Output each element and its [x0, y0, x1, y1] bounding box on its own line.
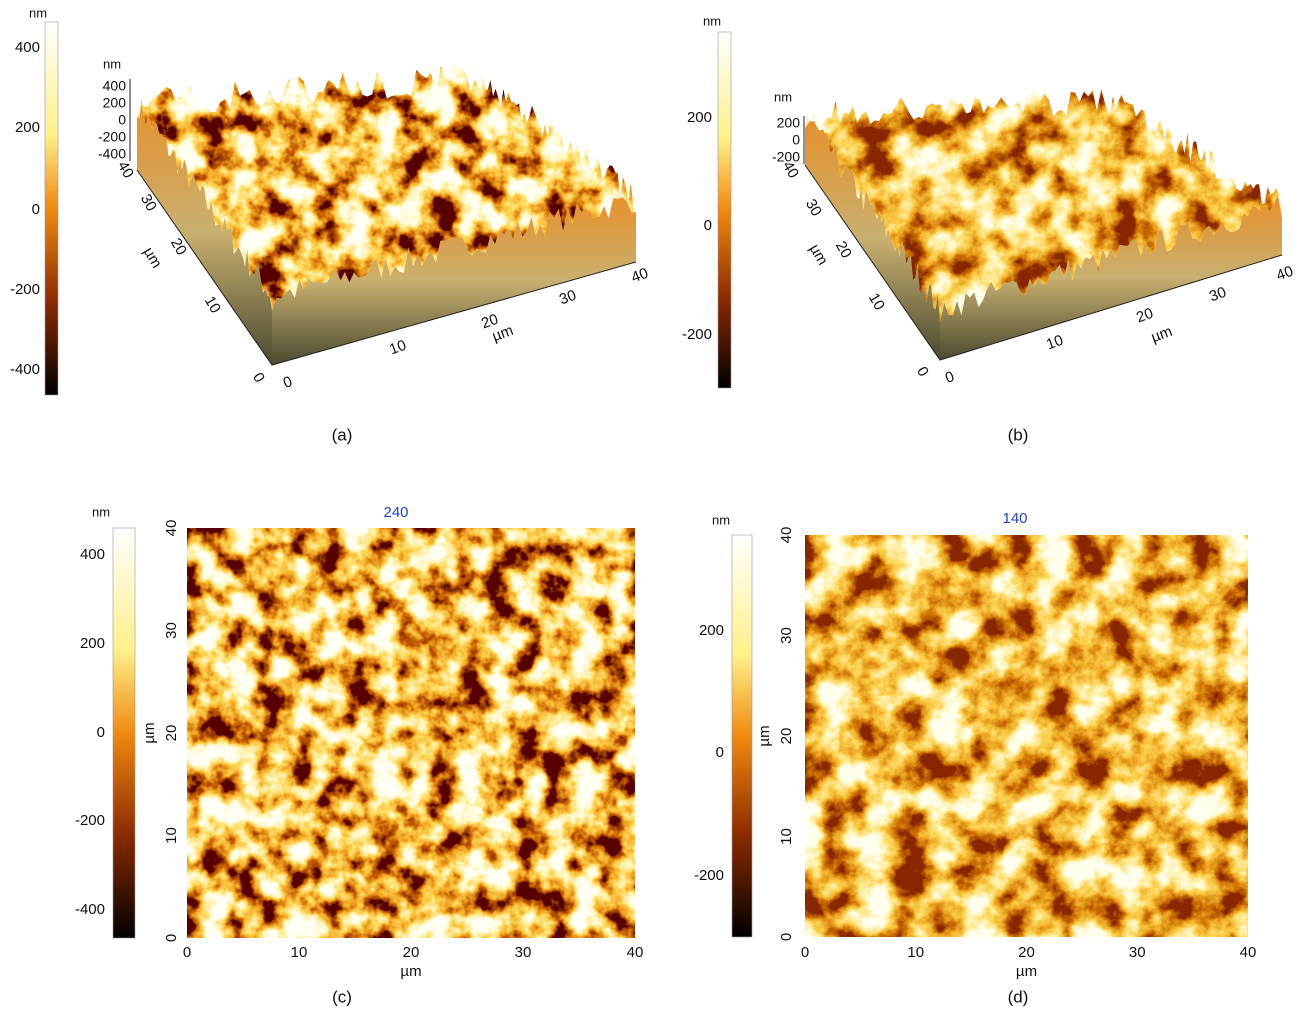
left-tick-label: 20	[832, 238, 855, 261]
y-tick-label: 40	[163, 520, 180, 537]
left-axis-unit: µm	[140, 244, 165, 271]
colorbar-tick-label: -400	[75, 901, 105, 918]
y-axis-unit: µm	[141, 722, 158, 743]
z-tick-label: 200	[777, 115, 801, 131]
colorbar-unit: nm	[29, 5, 47, 20]
colorbar-tick-label: -200	[10, 281, 40, 298]
x-tick-label: 40	[1240, 944, 1257, 961]
colorbar-unit: nm	[92, 504, 110, 519]
y-tick-label: 30	[778, 627, 795, 644]
panel-label: (c)	[332, 987, 352, 1006]
bottom-tick-label: 0	[281, 373, 295, 392]
x-axis-unit: µm	[400, 963, 421, 980]
colorbar-tick-label: 400	[15, 39, 40, 56]
colorbar-tick-label: -200	[75, 812, 105, 829]
y-tick-label: 40	[778, 527, 795, 544]
z-tick-label: 0	[118, 112, 126, 128]
z-tick-label: 0	[792, 132, 800, 148]
y-tick-label: 0	[778, 933, 795, 941]
x-tick-label: 10	[907, 944, 924, 961]
bottom-tick-label: 10	[387, 337, 408, 359]
map-title: 240	[383, 504, 408, 521]
colorbar-unit: nm	[703, 13, 721, 28]
x-tick-label: 0	[801, 944, 809, 961]
figure: nm4002000-200-400nm2000-200nm4002000-200…	[0, 0, 1306, 1014]
colorbar	[45, 22, 58, 395]
height-map	[187, 528, 635, 938]
y-tick-label: 0	[163, 934, 180, 942]
left-tick-label: 10	[201, 293, 224, 316]
x-tick-label: 30	[1129, 944, 1146, 961]
z-tick-label: 200	[103, 95, 127, 111]
x-axis-unit: µm	[1016, 963, 1037, 980]
bottom-tick-label: 0	[943, 368, 957, 387]
z-tick-label: -400	[98, 146, 126, 162]
colorbar-tick-label: 0	[32, 201, 40, 218]
colorbar-tick-label: -200	[694, 867, 724, 884]
x-tick-label: 40	[627, 944, 644, 961]
colorbar-unit: nm	[712, 512, 730, 527]
colorbar	[732, 535, 752, 937]
bottom-tick-label: 20	[1134, 305, 1155, 327]
z-tick-label: -200	[98, 129, 126, 145]
height-map	[805, 535, 1248, 937]
colorbar	[113, 528, 135, 938]
bottom-axis-unit: µm	[1149, 323, 1175, 346]
y-tick-label: 10	[778, 828, 795, 845]
y-axis-unit: µm	[756, 725, 773, 746]
z-tick-label: 400	[103, 78, 127, 94]
left-tick-label: 0	[249, 370, 268, 386]
colorbar-tick-label: 0	[716, 744, 724, 761]
x-tick-label: 30	[515, 944, 532, 961]
y-tick-label: 20	[163, 725, 180, 742]
colorbar-tick-label: 200	[699, 622, 724, 639]
left-tick-label: 30	[802, 196, 825, 219]
panel-label: (a)	[332, 425, 353, 444]
colorbar	[718, 32, 731, 388]
y-tick-label: 10	[163, 827, 180, 844]
x-tick-label: 20	[1018, 944, 1035, 961]
y-tick-label: 20	[778, 728, 795, 745]
x-tick-label: 0	[183, 944, 191, 961]
x-tick-label: 20	[403, 944, 420, 961]
map-title: 140	[1002, 510, 1027, 527]
y-tick-label: 30	[163, 622, 180, 639]
z-unit: nm	[103, 56, 121, 71]
colorbar-tick-label: 200	[15, 119, 40, 136]
colorbar-tick-label: 200	[80, 635, 105, 652]
left-tick-label: 10	[865, 290, 888, 313]
bottom-tick-label: 30	[1207, 284, 1228, 306]
colorbar-tick-label: 0	[97, 724, 105, 741]
x-tick-label: 10	[291, 944, 308, 961]
left-tick-label: 0	[913, 364, 932, 380]
left-axis-unit: µm	[806, 241, 831, 268]
panel-label: (b)	[1008, 425, 1029, 444]
colorbar-tick-label: -400	[10, 361, 40, 378]
z-unit: nm	[774, 89, 792, 104]
colorbar-tick-label: 0	[704, 217, 712, 234]
colorbar-tick-label: -200	[682, 326, 712, 343]
colorbar-tick-label: 400	[80, 546, 105, 563]
panel-label: (d)	[1008, 987, 1029, 1006]
bottom-tick-label: 40	[1274, 263, 1295, 285]
colorbar-tick-label: 200	[687, 109, 712, 126]
bottom-tick-label: 40	[629, 265, 650, 287]
bottom-tick-label: 30	[557, 287, 578, 309]
bottom-tick-label: 10	[1044, 332, 1065, 354]
